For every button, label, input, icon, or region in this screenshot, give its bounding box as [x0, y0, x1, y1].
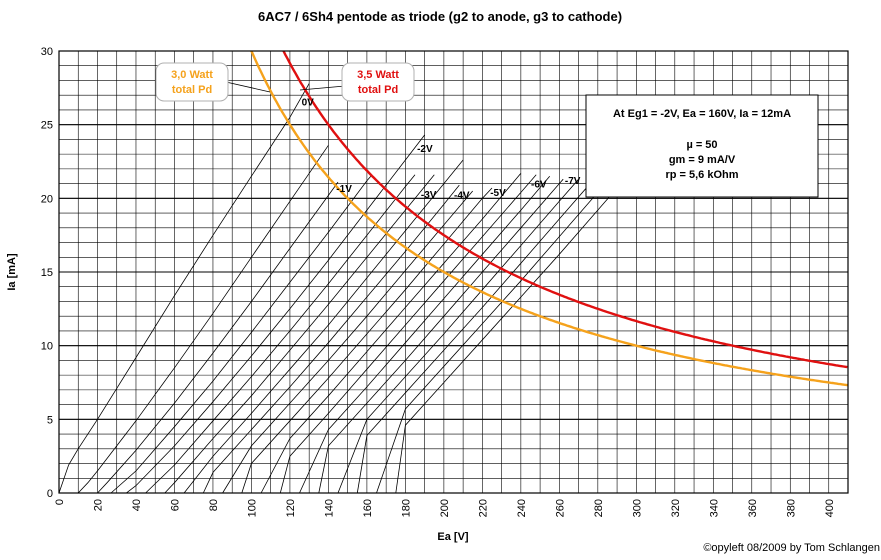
x-tick-label: 120 [285, 499, 297, 517]
plate-curve [126, 134, 425, 494]
info-mu: µ = 50 [686, 139, 717, 151]
x-tick-labels: 0 20 40 60 80 100 120 140 160 180 200 220 240 260 280 3… [54, 499, 836, 517]
x-tick-label: 100 [246, 499, 258, 517]
plate-curve [299, 175, 551, 494]
y-tick-labels: 0 5 10 15 20 25 30 [41, 46, 53, 500]
y-tick-label: 20 [41, 193, 53, 205]
y-tick-label: 5 [47, 414, 53, 426]
y-axis-title: Ia [mA] [6, 253, 18, 291]
grid-voltage-label: -1V [336, 184, 352, 195]
plate-curve [110, 175, 372, 494]
plate-curve [356, 178, 595, 494]
x-tick-label: 320 [670, 499, 682, 517]
x-tick-label: 80 [208, 499, 220, 511]
grid-voltage-label: -5V [490, 188, 506, 199]
plate-curve [58, 83, 310, 494]
grid-voltage-label: 0V [302, 98, 315, 109]
plate-curve [337, 178, 579, 494]
pd-3-5w-label-line-2: total Pd [358, 84, 398, 96]
plate-curve [145, 174, 416, 494]
plot-frame [58, 50, 849, 494]
x-tick-label: 140 [323, 499, 335, 517]
credit: ©opyleft 08/2009 by Tom Schlangen [703, 542, 880, 554]
x-tick-label: 160 [362, 499, 374, 517]
info-operating-point: At Eg1 = -2V, Ea = 160V, Ia = 12mA [613, 108, 791, 120]
x-tick-label: 260 [554, 499, 566, 517]
pd-3w-callout: 3,0 Watt total Pd [155, 62, 271, 102]
dissipation-curve [250, 50, 849, 387]
x-tick-label: 360 [747, 499, 759, 517]
grid-voltage-label: -7V [565, 176, 581, 187]
plate-curve [260, 173, 522, 494]
info-rp: rp = 5,6 kOhm [665, 169, 738, 181]
x-tick-label: 380 [785, 499, 797, 517]
x-tick-label: 340 [708, 499, 720, 517]
plate-curve [376, 181, 608, 494]
pd-3-5w-label-line-1: 3,5 Watt [357, 69, 399, 81]
y-tick-label: 25 [41, 120, 53, 132]
plate-curve [279, 174, 537, 494]
plate-curve [318, 178, 564, 494]
x-tick-label: 280 [593, 499, 605, 517]
chart-title: 6AC7 / 6Sh4 pentode as triode (g2 to ano… [258, 9, 622, 24]
y-tick-label: 10 [41, 341, 53, 353]
x-tick-label: 60 [169, 499, 181, 511]
pd-3w-label-line-1: 3,0 Watt [171, 69, 213, 81]
dissipation-curves [250, 50, 849, 387]
plate-curve [164, 174, 435, 494]
x-tick-label: 40 [131, 499, 143, 511]
plate-curve [222, 190, 474, 494]
plate-curve [395, 183, 622, 494]
y-tick-label: 15 [41, 267, 53, 279]
plate-curve [183, 159, 464, 494]
dissipation-curve [282, 50, 848, 369]
plate-curve [202, 184, 460, 494]
grid-voltage-label: -3V [421, 190, 437, 201]
x-tick-label: 220 [477, 499, 489, 517]
pd-3w-label-line-2: total Pd [172, 84, 212, 96]
x-tick-label: 400 [824, 499, 836, 517]
plate-curves [58, 83, 622, 494]
plate-curve [241, 187, 493, 494]
info-gm: gm = 9 mA/V [669, 154, 736, 166]
x-tick-label: 0 [54, 499, 66, 505]
grid-voltage-label: -4V [454, 191, 470, 202]
grid-voltage-label: -2V [417, 144, 433, 155]
grid-voltage-label: -6V [531, 179, 547, 190]
y-tick-label: 0 [47, 488, 53, 500]
x-tick-label: 180 [400, 499, 412, 517]
x-tick-label: 200 [439, 499, 451, 517]
grid-voltage-labels: 0V -1V -2V -3V -4V -5V -6V -7V [302, 98, 581, 202]
pd-3-5w-callout: 3,5 Watt total Pd [299, 62, 415, 102]
x-tick-label: 240 [516, 499, 528, 517]
x-tick-label: 20 [92, 499, 104, 511]
x-axis-title: Ea [V] [437, 531, 469, 543]
tube-parameters-box: At Eg1 = -2V, Ea = 160V, Ia = 12mA µ = 5… [585, 94, 819, 198]
plate-curve [77, 145, 329, 494]
x-tick-label: 300 [631, 499, 643, 517]
plate-curve [97, 181, 339, 494]
y-tick-label: 30 [41, 46, 53, 58]
